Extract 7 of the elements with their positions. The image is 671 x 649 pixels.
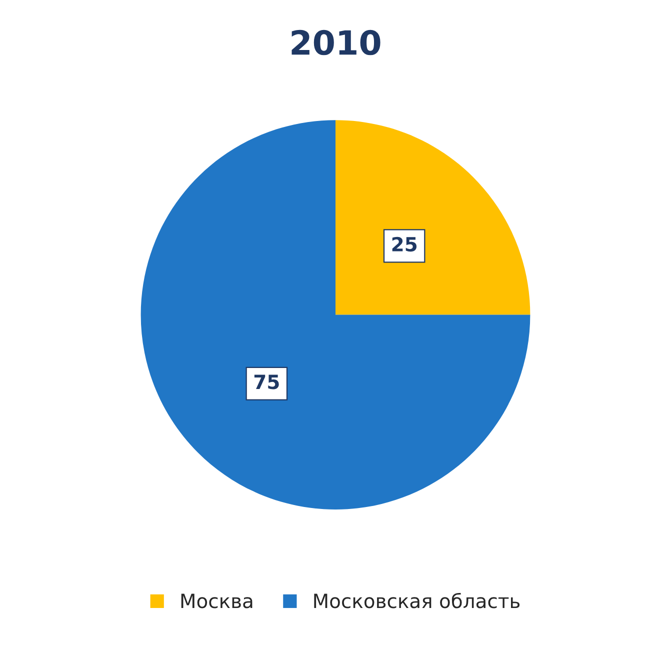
pie-slice bbox=[140, 120, 530, 510]
chart-title: 2010 bbox=[292, 30, 380, 56]
legend-label: Москва bbox=[181, 594, 252, 608]
legend-label: Московская область bbox=[314, 592, 520, 608]
data-label: 25 bbox=[392, 236, 417, 252]
data-label: 75 bbox=[254, 374, 279, 390]
pie-slice bbox=[336, 120, 530, 315]
